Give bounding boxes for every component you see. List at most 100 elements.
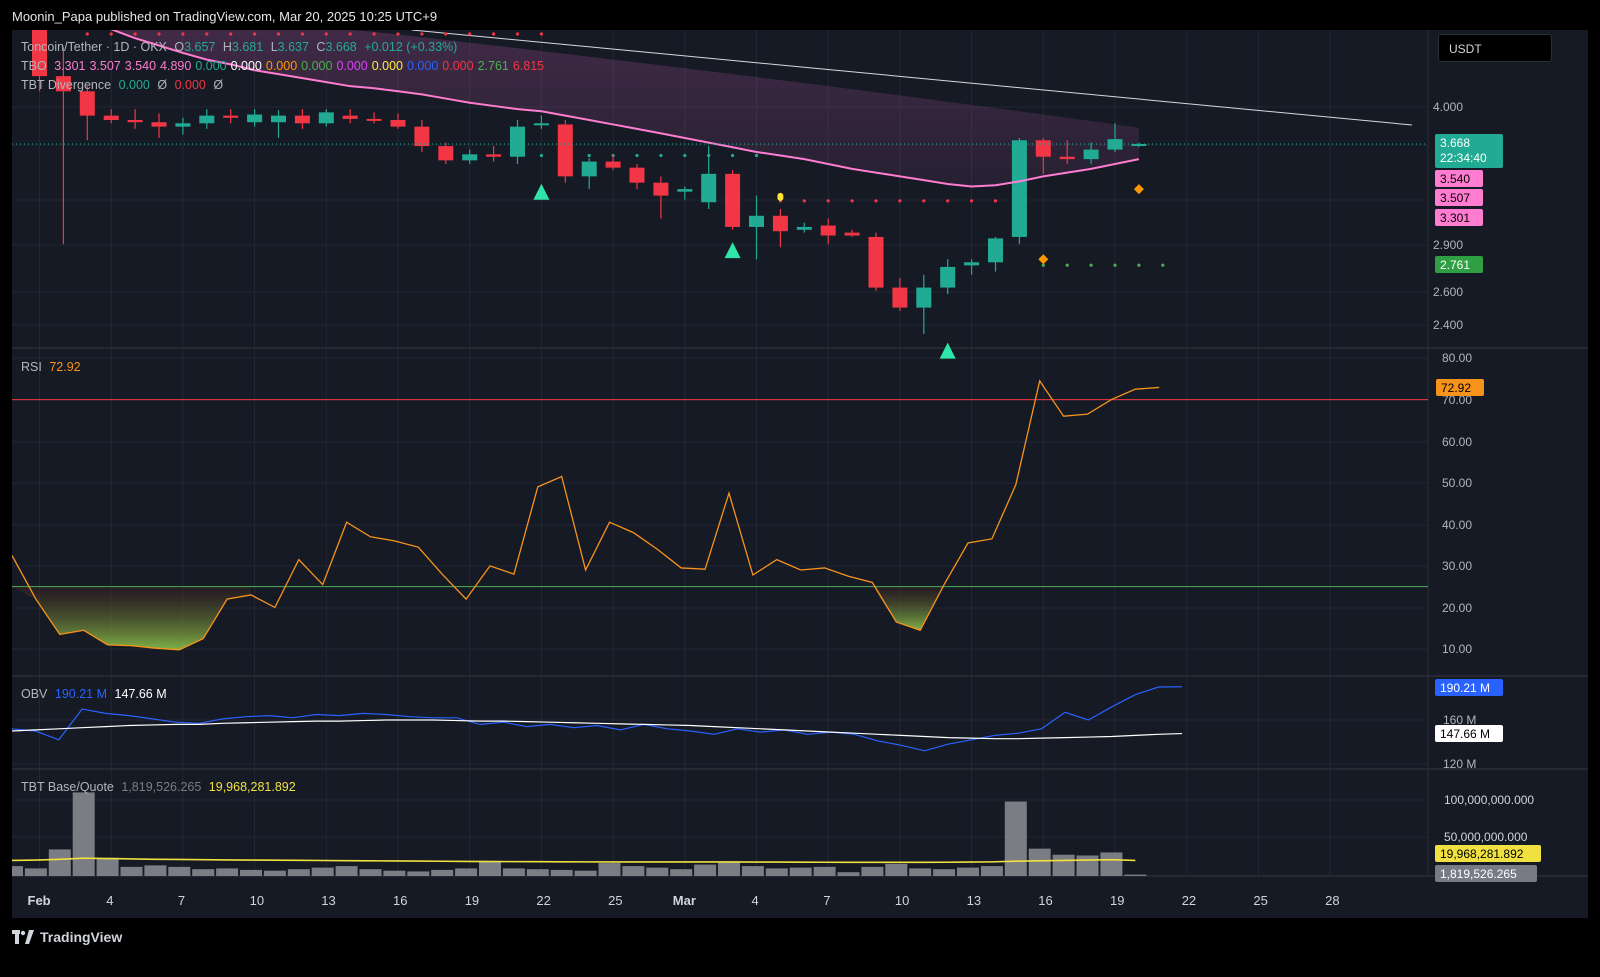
volume-bar [550,869,573,876]
price-axis-tick: 2.900 [1433,238,1463,252]
candle-up [964,262,980,266]
time-axis-tick: 19 [1110,893,1124,908]
target-dot [1137,263,1141,267]
rsi-last-value-label: 72.92 [1441,381,1471,395]
stop-dot [205,32,209,36]
volume-bar [980,866,1003,876]
stop-dot [970,199,974,203]
stop-dot [133,32,137,36]
tbt-divergence-name[interactable]: TBT Divergence [21,78,112,92]
volume-bar [718,861,740,876]
chart-area[interactable]: 4.000 2.900 2.600 2.400 3.668 22:34:40 3.540 3.… [12,30,1588,918]
rsi-line [12,379,1160,651]
volume-ma-last-value-label: 19,968,281.892 [1440,847,1524,861]
quote-currency-selector[interactable]: USDT [1438,34,1552,62]
target-dot [731,153,735,158]
candle-up [940,266,956,288]
volume-bar [1124,874,1147,876]
tbo-level-label: 3.540 [1440,172,1470,186]
stop-dot [946,199,950,203]
last-price-label: 22:34:40 [1440,151,1487,165]
volume-bar [957,867,979,876]
time-axis-tick: 10 [895,893,909,908]
volume-bar [168,866,191,876]
stop-dot [539,32,544,36]
volume-bar [1052,854,1075,876]
tbo-level-label: 3.301 [1440,211,1470,225]
tbo-legend-name[interactable]: TBO [21,59,47,73]
candle-down [868,236,884,288]
stop-dot [826,199,830,203]
tradingview-logo-icon [12,930,34,944]
symbol-title[interactable]: Toncoin/Tether · 1D · OKX [21,40,167,54]
target-dot [1089,263,1093,267]
volume-bar [192,869,215,876]
base-quote-legend-name[interactable]: TBT Base/Quote [21,780,114,794]
volume-bar [909,868,932,876]
open-value: 3.657 [184,40,216,54]
stop-dot [157,32,161,36]
stop-dot [253,32,257,36]
tbo-legend-value: 4.890 [160,59,192,73]
time-axis-tick: 28 [1325,893,1339,908]
time-axis-tick: Feb [28,893,51,908]
obv-ma-line [12,719,1183,740]
rsi-oversold-fill [12,586,251,650]
candle-up [271,115,286,123]
trend-line [411,30,1413,126]
volume-bar [431,869,454,876]
candle-up [701,173,717,203]
stop-dot [444,32,448,36]
time-axis-tick: 13 [967,893,981,908]
rsi-legend-name[interactable]: RSI [21,360,42,374]
candle-down [32,30,47,77]
rsi-axis-tick: 40.00 [1442,518,1472,532]
close-value: 3.668 [325,40,357,54]
candle-down [892,287,908,308]
candle-up [533,123,549,126]
candle-down [605,161,621,168]
volume-bar [741,866,764,876]
tbo-legend-value: 3.507 [89,59,121,73]
tbo-legend-value: 0.000 [371,59,403,73]
volume-ma-last-value-label-bg [1435,845,1541,862]
volume-bar [479,860,501,876]
candle-down [820,225,836,236]
candle-up [1011,140,1027,237]
volume-bar [574,870,597,876]
tbo-legend-value: 0.000 [442,59,474,73]
obv-legend-value-1: 190.21 M [54,687,108,701]
divergence-marker [1133,184,1144,195]
volume-bar [335,866,358,876]
volume-last-value-label: 1,819,526.265 [1440,867,1517,881]
time-axis-tick: 22 [1182,893,1196,908]
chart-canvas[interactable]: 4.0002.9002.6002.4003.66822:34:403.5403.… [12,30,1588,918]
candle-down [557,124,573,177]
stop-dot [898,199,902,203]
target-dot [754,153,759,158]
volume-bar [598,863,621,876]
rsi-axis-tick: 30.00 [1442,559,1472,573]
candle-up [677,189,693,192]
candle-down [653,182,669,196]
candle-up [1083,149,1099,160]
volume-bar [287,869,310,876]
candle-down [342,115,358,119]
volume-bar [12,866,23,876]
time-axis-tick: 16 [393,893,407,908]
target-dot [539,153,544,158]
rsi-legend-value: 72.92 [49,360,81,374]
candle-down [1059,156,1075,160]
candle-up [581,161,597,177]
time-axis-tick: 7 [823,893,830,908]
candle-up [796,226,812,230]
candle-down [151,122,167,127]
candle-down [103,115,119,120]
time-axis-tick: 10 [250,893,264,908]
tbt-divergence-symbol-1: Ø [157,78,168,92]
volume-bar [813,866,836,876]
obv-legend-name[interactable]: OBV [21,687,48,701]
time-axis-tick: 7 [178,893,185,908]
change-value: +0.012 (+0.33%) [364,40,458,54]
